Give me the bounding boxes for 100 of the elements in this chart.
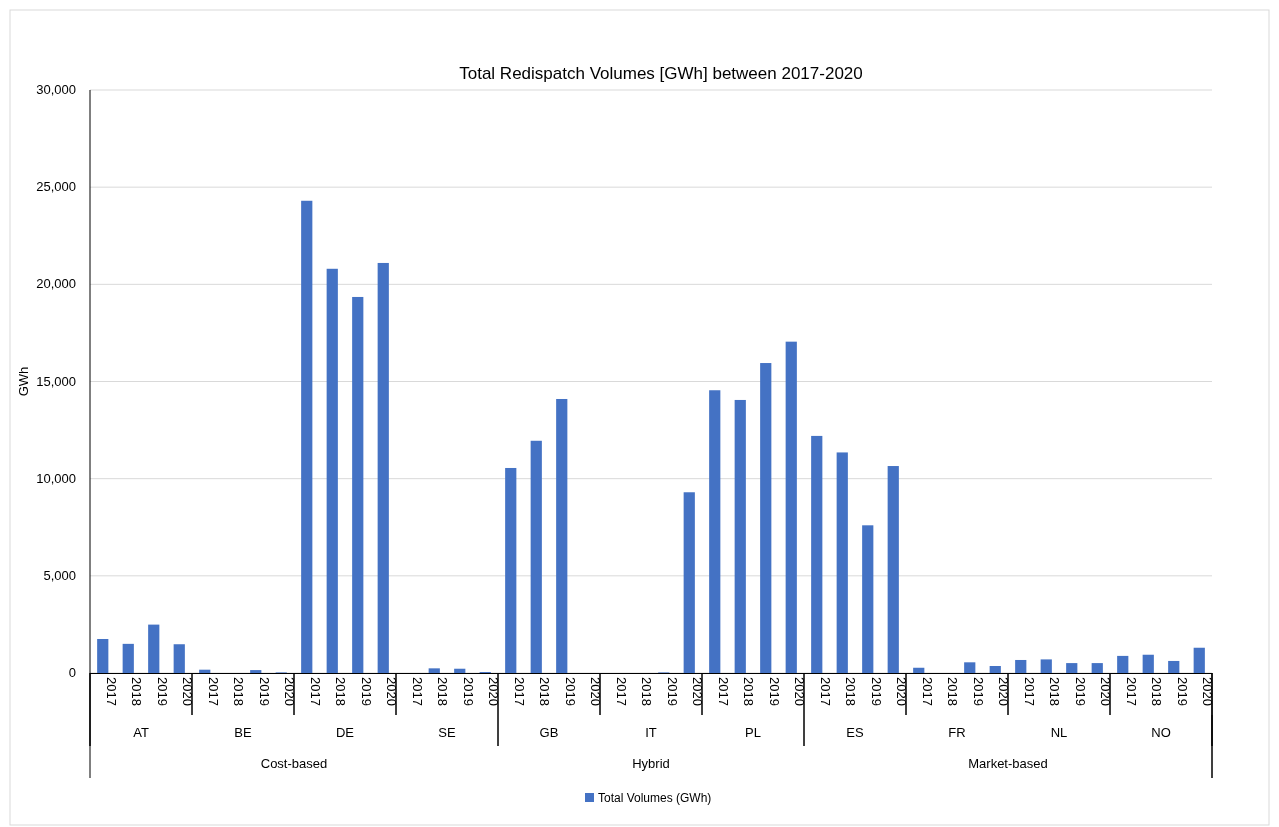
text: NL <box>1050 725 1068 740</box>
bar <box>887 466 899 673</box>
y-tick-label: 15,000 <box>36 373 76 389</box>
bar <box>556 398 568 673</box>
text: FR <box>948 725 966 740</box>
text: GB <box>539 725 559 740</box>
x-tick-label: 2017 <box>409 677 425 706</box>
x-tick-label: 2017 <box>103 677 119 706</box>
x-tick-label: 2020 <box>384 677 400 706</box>
text: SE <box>438 725 456 740</box>
text: PL <box>745 725 761 740</box>
x-tick-label: 2019 <box>970 677 986 706</box>
bar <box>785 341 797 673</box>
bar <box>836 452 848 673</box>
x-tick-label: 2020 <box>894 677 910 706</box>
bar <box>377 262 389 673</box>
bar <box>428 668 440 673</box>
bar <box>1168 660 1180 673</box>
y-tick-label: 0 <box>68 665 76 680</box>
text: Cost-based <box>260 756 328 771</box>
x-tick-label: 2017 <box>1123 677 1139 706</box>
x-tick-label: 2020 <box>1200 677 1216 706</box>
x-tick-label: 2019 <box>664 677 680 706</box>
bar <box>734 399 746 673</box>
text: DE <box>335 725 355 740</box>
y-tick-label: 5,000 <box>43 567 76 583</box>
bar <box>1015 659 1027 673</box>
x-tick-label: 2018 <box>333 677 349 706</box>
x-tick-label: 2018 <box>741 677 757 706</box>
x-tick-label: 2019 <box>154 677 170 706</box>
x-tick-label: 2019 <box>256 677 272 706</box>
x-tick-label: 2020 <box>180 677 196 706</box>
bar <box>173 644 185 673</box>
text: IT <box>645 725 657 740</box>
x-tick-label: 2017 <box>919 677 935 706</box>
x-tick-label: 2018 <box>435 677 451 706</box>
text: Hybrid <box>632 756 670 771</box>
x-tick-label: 2017 <box>205 677 221 706</box>
x-tick-label: 2020 <box>792 677 808 706</box>
y-tick-label: 30,000 <box>36 82 76 97</box>
x-tick-label: 2019 <box>1174 677 1190 706</box>
bar <box>862 525 874 673</box>
bar <box>913 667 925 673</box>
x-tick-label: 2020 <box>996 677 1012 706</box>
bar <box>301 200 313 673</box>
text: BE <box>234 725 252 740</box>
text: ES <box>846 725 864 740</box>
chart-title: Total Redispatch Volumes [GWh] between 2017-2020 <box>459 64 863 83</box>
bar <box>326 268 338 673</box>
x-tick-label: 2019 <box>1072 677 1088 706</box>
x-tick-label: 2019 <box>562 677 578 706</box>
x-tick-label: 2020 <box>1098 677 1114 706</box>
bar <box>989 666 1001 673</box>
bar <box>250 670 262 673</box>
x-tick-label: 2018 <box>129 677 145 706</box>
x-tick-label: 2017 <box>715 677 731 706</box>
bar <box>683 492 695 673</box>
y-tick-label: 10,000 <box>36 470 76 486</box>
bar <box>530 440 542 673</box>
bar <box>1066 663 1078 673</box>
x-tick-label: 2019 <box>358 677 374 706</box>
x-tick-label: 2018 <box>537 677 553 706</box>
x-tick-label: 2019 <box>460 677 476 706</box>
bar <box>1091 663 1103 673</box>
bar <box>505 467 517 673</box>
x-tick-label: 2017 <box>511 677 527 706</box>
bar <box>760 363 772 673</box>
x-tick-label: 2017 <box>817 677 833 706</box>
x-tick-label: 2018 <box>639 677 655 706</box>
text: Market-based <box>968 756 1048 771</box>
legend-label: Total Volumes (GWh) <box>598 791 712 805</box>
bar <box>1117 655 1129 673</box>
x-tick-label: 2019 <box>766 677 782 706</box>
bar <box>1040 659 1052 673</box>
x-tick-label: 2017 <box>613 677 629 706</box>
text: AT <box>133 725 149 740</box>
x-tick-label: 2020 <box>588 677 604 706</box>
x-tick-label: 2020 <box>690 677 706 706</box>
x-tick-label: 2017 <box>1021 677 1037 706</box>
bar <box>709 390 721 673</box>
bar <box>122 643 134 673</box>
x-tick-label: 2019 <box>868 677 884 706</box>
bar <box>1142 654 1154 673</box>
x-tick-label: 2018 <box>945 677 961 706</box>
x-tick-label: 2017 <box>307 677 323 706</box>
y-tick-label: 20,000 <box>36 276 76 292</box>
y-axis-title: GWh <box>16 366 31 397</box>
x-tick-label: 2018 <box>231 677 247 706</box>
bar <box>964 662 976 673</box>
x-tick-label: 2018 <box>843 677 859 706</box>
bar <box>454 668 466 673</box>
bar <box>97 638 109 673</box>
y-tick-label: 25,000 <box>36 179 76 195</box>
bar <box>352 296 364 673</box>
x-tick-label: 2020 <box>486 677 502 706</box>
bar <box>148 624 160 673</box>
x-tick-label: 2020 <box>282 677 298 706</box>
text: NO <box>1151 725 1171 740</box>
x-tick-label: 2018 <box>1047 677 1063 706</box>
x-tick-label: 2018 <box>1149 677 1165 706</box>
